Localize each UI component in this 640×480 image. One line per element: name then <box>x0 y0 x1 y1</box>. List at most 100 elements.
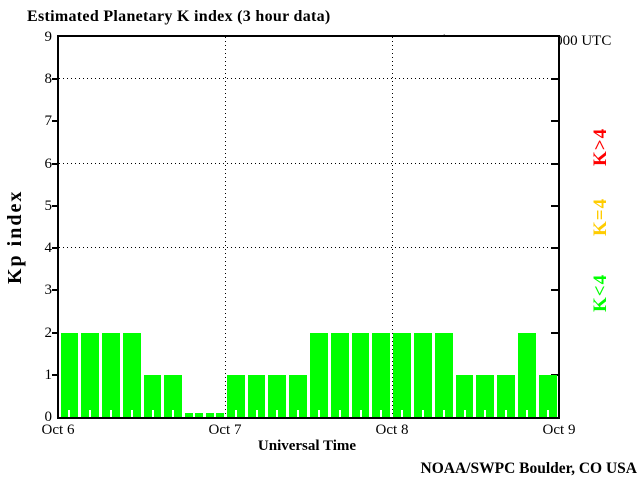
kp-bar-5 <box>164 374 183 417</box>
x-axis-notch <box>442 410 445 417</box>
kp-bar-15 <box>372 332 391 417</box>
kp-bar-8 <box>226 374 245 417</box>
x-axis-notch <box>338 410 341 417</box>
kp-bar-slot <box>496 37 517 417</box>
kp-bar-14 <box>351 332 370 417</box>
y-tick-label-1: 1 <box>44 366 53 383</box>
y-tick-label-5: 5 <box>44 197 53 214</box>
kp-bar-slot <box>121 37 142 417</box>
x-axis-notch <box>359 410 362 417</box>
y-tick-label-9: 9 <box>44 29 53 45</box>
x-axis-notch <box>68 410 71 417</box>
kp-bar-slot <box>392 37 413 417</box>
kp-bar-9 <box>247 374 266 417</box>
y-axis-tick <box>52 162 57 165</box>
x-tick-label-1: Oct 7 <box>208 422 242 438</box>
x-axis-notch <box>89 410 92 417</box>
y-axis-tick <box>551 162 558 165</box>
kp-bar-3 <box>122 332 141 417</box>
legend-item-1: K=4 <box>590 197 611 236</box>
kp-bar-12 <box>310 332 328 417</box>
kp-bar-slot <box>59 37 80 417</box>
kp-bar-21 <box>497 374 516 417</box>
kp-bar-10 <box>268 374 287 417</box>
x-axis-notch <box>172 410 175 417</box>
x-axis-notch <box>109 410 112 417</box>
updated-timestamp: Updated 2019 Oct 9 00:30:04 UTC <box>4 460 259 480</box>
kp-bar-slot <box>413 37 434 417</box>
updated-label: Updated <box>20 478 79 480</box>
kp-bar-slot <box>517 37 538 417</box>
kp-bar-slot <box>205 37 226 417</box>
kp-bar-slot <box>475 37 496 417</box>
kp-bar-slot <box>80 37 101 417</box>
x-axis-notch <box>276 410 279 417</box>
kp-bar-slot <box>101 37 122 417</box>
kp-bar-slot <box>329 37 350 417</box>
kp-bar-slot <box>267 37 288 417</box>
y-tick-label-8: 8 <box>44 71 53 88</box>
y-axis-tick <box>52 204 57 207</box>
y-axis-tick <box>52 331 57 334</box>
updated-value: 2019 Oct 9 00:30:04 UTC <box>87 478 259 480</box>
x-axis-label: Universal Time <box>257 438 357 454</box>
y-axis-tick <box>52 78 57 81</box>
y-axis-tick <box>52 289 57 292</box>
kp-bar-19 <box>455 374 474 417</box>
kp-bar-slot <box>350 37 371 417</box>
source-attribution: NOAA/SWPC Boulder, CO USA <box>420 460 637 477</box>
y-axis-tick <box>52 373 57 376</box>
kp-bar-slot <box>537 37 558 417</box>
kp-bar-0 <box>60 332 79 417</box>
y-axis-tick <box>551 204 558 207</box>
x-axis-notch <box>546 410 549 417</box>
legend-item-2: K<4 <box>590 273 611 312</box>
x-axis-notch <box>421 410 424 417</box>
kp-bar-slot <box>454 37 475 417</box>
x-axis-notch <box>151 410 154 417</box>
chart-title: Estimated Planetary K index (3 hour data… <box>27 8 331 25</box>
y-axis-tick <box>551 120 558 123</box>
y-tick-label-7: 7 <box>44 113 53 130</box>
y-tick-label-6: 6 <box>44 155 53 172</box>
bars-layer <box>59 37 558 417</box>
x-axis-notch <box>130 410 133 417</box>
legend-item-0: K>4 <box>590 127 611 166</box>
gridline-y-8 <box>59 78 558 80</box>
kp-bar-slot <box>433 37 454 417</box>
kp-bar-23 <box>538 374 557 417</box>
y-axis-tick <box>551 247 558 250</box>
kp-bar-slot <box>371 37 392 417</box>
x-tick-label-2: Oct 8 <box>375 422 409 438</box>
x-tick-label-3: Oct 9 <box>542 422 576 438</box>
y-tick-label-4: 4 <box>44 240 53 257</box>
kp-bar-4 <box>143 374 162 417</box>
kp-bar-17 <box>414 332 432 417</box>
x-axis-notch <box>317 410 320 417</box>
y-axis-tick <box>52 247 57 250</box>
kp-bar-22 <box>518 332 536 417</box>
gridline-day <box>225 37 227 417</box>
kp-bar-16 <box>393 332 412 417</box>
y-axis-tick <box>551 78 558 81</box>
kp-bar-18 <box>434 332 453 417</box>
y-axis-tick <box>551 289 558 292</box>
x-axis-notch <box>297 410 300 417</box>
kp-bar-slot <box>225 37 246 417</box>
kp-bar-2 <box>102 332 120 417</box>
y-tick-label-0: 0 <box>44 409 53 425</box>
kp-bar-11 <box>289 374 308 417</box>
y-axis-tick <box>52 120 57 123</box>
kp-bar-slot <box>163 37 184 417</box>
x-axis-notch <box>484 410 487 417</box>
x-axis-notch <box>380 410 383 417</box>
y-tick-label-3: 3 <box>44 282 53 299</box>
plot-area <box>52 35 560 419</box>
gridline-y-4 <box>59 247 558 249</box>
x-tick-label-0: Oct 6 <box>41 422 75 438</box>
y-axis-tick <box>551 331 558 334</box>
kp-bar-slot <box>246 37 267 417</box>
gridline-day <box>391 37 393 417</box>
kp-bar-slot <box>142 37 163 417</box>
